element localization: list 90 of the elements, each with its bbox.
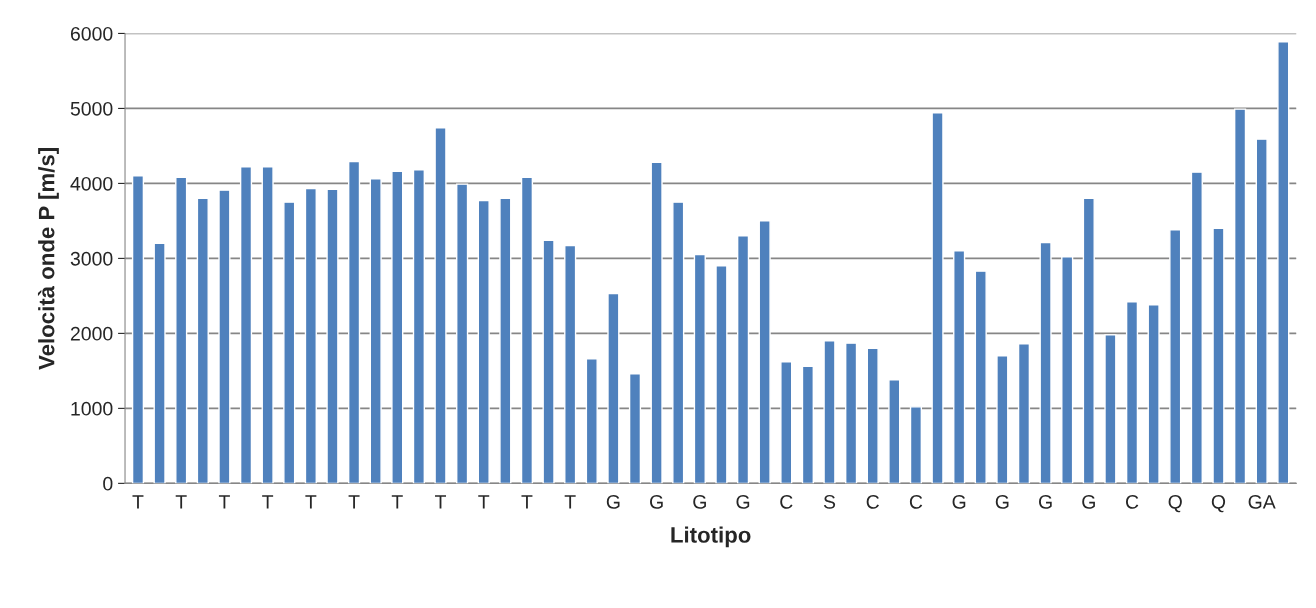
bar <box>845 342 858 484</box>
x-tick-label: G <box>606 494 620 509</box>
x-tick-label: C <box>1125 494 1139 509</box>
x-tick-label: T <box>218 495 230 509</box>
y-tick-label: 6000 <box>70 26 113 41</box>
y-tick-label: 0 <box>103 476 113 491</box>
bar <box>218 189 231 484</box>
bar <box>1190 171 1203 484</box>
bar <box>672 201 685 484</box>
bar <box>1061 256 1074 484</box>
bar <box>196 197 209 484</box>
bar <box>585 358 598 484</box>
bar <box>542 239 555 484</box>
y-tick-label: 2000 <box>70 326 113 341</box>
bar <box>1125 301 1139 484</box>
bar <box>175 176 188 484</box>
bar <box>1147 304 1160 484</box>
bar <box>1082 197 1095 484</box>
y-tick-label: 4000 <box>70 176 113 191</box>
bar <box>888 379 901 484</box>
x-tick-label: T <box>262 495 274 509</box>
bar <box>261 166 274 484</box>
y-tick-label: 5000 <box>70 101 113 116</box>
bar <box>304 187 317 484</box>
bar <box>715 265 728 484</box>
bar <box>780 361 793 484</box>
bar <box>866 347 879 484</box>
bar <box>736 235 750 484</box>
x-tick-label: T <box>435 495 447 509</box>
bar <box>1169 229 1182 484</box>
bar <box>628 373 642 484</box>
x-tick-label: G <box>736 494 750 509</box>
bar <box>1212 227 1225 484</box>
bar <box>1039 241 1052 484</box>
bar <box>499 197 512 484</box>
bar <box>974 270 987 484</box>
bar <box>412 169 426 484</box>
bar <box>909 406 923 484</box>
bar <box>650 161 663 484</box>
x-axis-title: Litotipo <box>671 526 751 548</box>
x-tick-label: G <box>1082 494 1095 509</box>
x-tick-label: C <box>866 494 879 509</box>
bar <box>564 244 577 484</box>
y-tick-label: 3000 <box>70 251 113 266</box>
bar <box>434 127 447 484</box>
x-tick-label: G <box>995 494 1009 509</box>
bar <box>823 340 836 484</box>
bar <box>477 199 490 484</box>
bar <box>239 166 253 484</box>
bar <box>131 175 145 484</box>
bar <box>801 365 814 484</box>
bar <box>1017 343 1031 484</box>
bar <box>326 188 339 484</box>
x-tick-label: T <box>348 495 360 509</box>
bar <box>607 292 620 484</box>
bar <box>758 220 771 484</box>
bar <box>1233 108 1247 484</box>
bar <box>369 178 382 484</box>
bar <box>1255 138 1268 484</box>
x-tick-label: G <box>952 494 966 509</box>
x-tick-label: Q <box>1211 494 1226 513</box>
x-tick-label: S <box>823 494 836 509</box>
x-tick-label: C <box>780 494 793 509</box>
y-tick-label: 1000 <box>71 401 113 416</box>
bar <box>996 355 1009 484</box>
bar <box>953 250 966 484</box>
x-tick-label: T <box>391 495 403 509</box>
bar <box>456 183 469 484</box>
x-tick-label: T <box>175 495 187 509</box>
x-tick-label: Q <box>1168 494 1182 513</box>
bar <box>283 201 296 484</box>
bar <box>1277 40 1290 484</box>
x-tick-label: T <box>478 495 490 509</box>
bar <box>347 160 361 484</box>
x-tick-label: T <box>305 495 317 509</box>
bar <box>391 170 404 484</box>
x-tick-label: G <box>693 494 706 509</box>
x-tick-label: T <box>521 495 533 509</box>
x-tick-label: T <box>564 495 576 509</box>
x-tick-label: GA <box>1248 494 1276 509</box>
x-tick-label: G <box>650 494 663 509</box>
bar <box>693 253 706 484</box>
x-tick-label: T <box>132 495 144 509</box>
x-tick-label: C <box>909 494 923 509</box>
bar <box>931 112 944 484</box>
y-axis-title: Velocità onde P [m/s] <box>37 148 59 370</box>
x-tick-label: G <box>1039 494 1052 509</box>
bar <box>520 176 534 484</box>
bar <box>153 242 166 484</box>
bar <box>1104 334 1117 484</box>
